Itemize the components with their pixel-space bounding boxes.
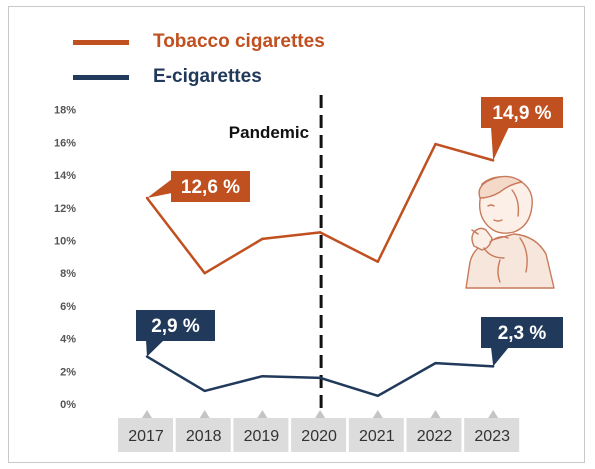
legend-swatch-tobacco bbox=[73, 39, 129, 45]
callout-box bbox=[171, 171, 250, 202]
x-tick-label: 2019 bbox=[244, 428, 280, 445]
data-point bbox=[203, 272, 206, 275]
x-tick-box bbox=[348, 418, 404, 452]
x-tick-label: 2023 bbox=[474, 428, 510, 445]
x-tick-label: 2020 bbox=[301, 428, 337, 445]
y-tick-label: 0% bbox=[60, 399, 76, 411]
x-tick-marker bbox=[199, 410, 210, 418]
callout-box bbox=[481, 317, 563, 348]
x-tick-marker bbox=[488, 410, 499, 418]
x-tick-label: 2017 bbox=[128, 428, 164, 445]
y-tick-label: 12% bbox=[54, 203, 76, 215]
x-tick-box bbox=[233, 418, 289, 452]
callout-tail bbox=[491, 347, 509, 367]
x-tick-label: 2018 bbox=[186, 428, 222, 445]
x-tick-marker bbox=[315, 410, 326, 418]
data-point bbox=[376, 260, 379, 263]
legend-label-ecig: E-cigarettes bbox=[153, 66, 262, 87]
callout-box bbox=[481, 97, 563, 128]
callout-label: 2,9 % bbox=[151, 316, 200, 337]
callout-box bbox=[136, 310, 215, 341]
value-callout: 12,6 % bbox=[147, 171, 250, 202]
x-tick-marker bbox=[372, 410, 383, 418]
callout-label: 12,6 % bbox=[181, 177, 240, 198]
y-tick-label: 6% bbox=[60, 301, 76, 313]
callout-tail bbox=[146, 340, 164, 357]
pandemic-label: Pandemic bbox=[229, 123, 309, 142]
data-point bbox=[434, 142, 437, 146]
callout-label: 14,9 % bbox=[492, 103, 551, 124]
data-point bbox=[203, 389, 206, 393]
value-callout: 2,9 % bbox=[136, 310, 215, 357]
data-point bbox=[261, 375, 264, 378]
value-callout: 14,9 % bbox=[481, 97, 563, 161]
callout-tail bbox=[147, 179, 172, 198]
x-tick-box bbox=[291, 418, 347, 452]
x-tick-label: 2021 bbox=[359, 428, 395, 445]
y-tick-label: 8% bbox=[60, 268, 76, 280]
person-smoking-icon bbox=[465, 175, 555, 289]
data-point bbox=[376, 394, 379, 398]
x-tick-marker bbox=[142, 410, 152, 418]
y-tick-label: 16% bbox=[54, 137, 76, 149]
data-point bbox=[318, 376, 322, 380]
callout-label: 2,3 % bbox=[498, 323, 547, 344]
value-callout: 2,3 % bbox=[481, 317, 563, 367]
x-tick-marker bbox=[430, 410, 441, 418]
legend-label-tobacco: Tobacco cigarettes bbox=[153, 31, 325, 52]
x-tick-marker bbox=[257, 410, 268, 418]
x-tick-box bbox=[464, 418, 520, 452]
x-tick-label: 2022 bbox=[417, 428, 453, 445]
x-tick-box bbox=[175, 418, 231, 452]
x-tick-box bbox=[118, 418, 173, 452]
data-point bbox=[434, 361, 437, 365]
x-tick-box bbox=[406, 418, 462, 452]
y-tick-label: 2% bbox=[60, 366, 76, 378]
y-tick-label: 14% bbox=[54, 170, 76, 182]
y-tick-label: 18% bbox=[54, 105, 76, 117]
callout-tail bbox=[491, 127, 509, 161]
legend-item-ecig: E-cigarettes bbox=[73, 66, 262, 88]
legend-swatch-ecig bbox=[73, 74, 129, 80]
data-point bbox=[318, 231, 322, 234]
y-tick-label: 10% bbox=[54, 236, 76, 248]
legend-item-tobacco: Tobacco cigarettes bbox=[73, 31, 325, 53]
y-tick-label: 4% bbox=[60, 334, 76, 346]
data-point bbox=[261, 237, 264, 241]
